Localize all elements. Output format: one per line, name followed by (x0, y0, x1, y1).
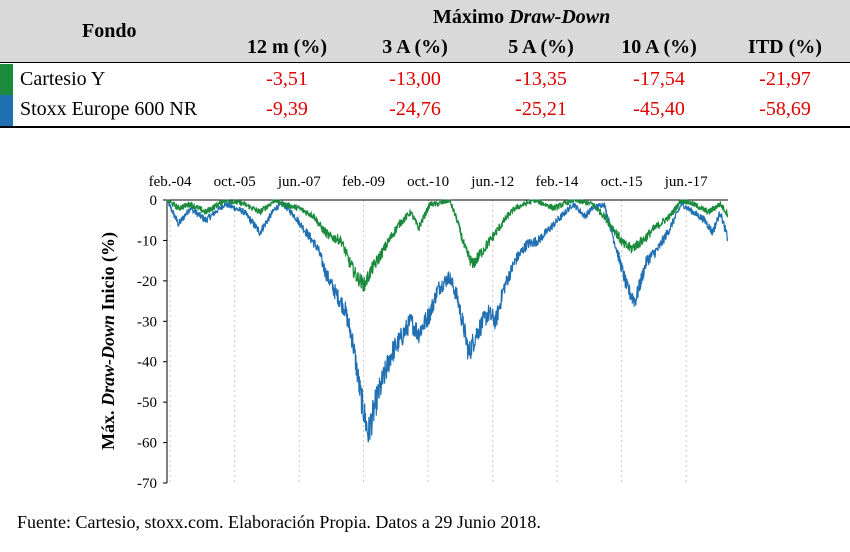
table-header-background (0, 0, 850, 63)
y-tick-label: -50 (137, 395, 157, 411)
series-line-stoxx-europe-600-nr (166, 199, 729, 443)
cartesio-12m: -3,51 (266, 68, 308, 90)
table-bottom-border (0, 126, 850, 128)
fondo-header: Fondo (82, 20, 137, 42)
group-header-prefix: Máximo (433, 6, 510, 28)
cartesio-5a: -13,35 (515, 68, 567, 90)
x-tick-label: feb.-04 (149, 174, 192, 190)
stoxx-10a: -45,40 (633, 98, 685, 120)
y-tick-label: -70 (137, 476, 157, 492)
x-tick-label: feb.-09 (342, 174, 385, 190)
series-lines (166, 199, 729, 443)
y-tick-label: -60 (137, 436, 157, 452)
y-tick-labels: 0 -10 -20 -30 -40 -50 -60 -70 (137, 193, 167, 492)
cartesio-10a: -17,54 (633, 68, 685, 90)
x-tick-label: oct.-05 (214, 174, 256, 190)
column-header-10a: 10 A (%) (621, 36, 697, 58)
y-axis-label: Máx. Draw-Down Inicio (%) (98, 232, 119, 450)
y-tick-label: -10 (137, 233, 157, 249)
group-header: Máximo Draw-Down (433, 6, 610, 29)
x-tick-labels: feb.-04 oct.-05 jun.-07 feb.-09 oct.-10 jun.-… (149, 174, 709, 190)
column-header-itd: ITD (%) (748, 36, 822, 58)
cartesio-itd: -21,97 (759, 68, 811, 90)
column-header-3a: 3 A (%) (382, 36, 448, 58)
cartesio-3a: -13,00 (389, 68, 441, 90)
x-tick-label: feb.-14 (536, 174, 579, 190)
x-tick-label: jun.-12 (470, 174, 514, 190)
axes (166, 199, 728, 483)
stoxx-5a: -25,21 (515, 98, 567, 120)
group-header-emph: Draw-Down (509, 6, 611, 28)
stoxx-12m: -9,39 (266, 98, 308, 120)
source-note: Fuente: Cartesio, stoxx.com. Elaboración… (17, 512, 541, 532)
row-name-cartesio: Cartesio Y (20, 68, 106, 90)
stoxx-3a: -24,76 (389, 98, 441, 120)
x-tick-label: jun.-07 (277, 174, 321, 190)
header-divider (0, 62, 850, 63)
stoxx-color-swatch (0, 95, 13, 126)
column-header-12m: 12 m (%) (247, 36, 327, 58)
column-header-5a: 5 A (%) (508, 36, 574, 58)
series-line-cartesio-y (166, 199, 729, 292)
y-tick-label: -40 (137, 355, 157, 371)
y-tick-label: 0 (150, 193, 158, 209)
draw-down-chart: feb.-04 oct.-05 jun.-07 feb.-09 oct.-10 jun.-… (98, 174, 729, 492)
y-tick-label: -30 (137, 314, 157, 330)
x-tick-label: oct.-15 (601, 174, 643, 190)
cartesio-color-swatch (0, 64, 13, 95)
row-name-stoxx: Stoxx Europe 600 NR (20, 98, 198, 120)
x-tick-label: oct.-10 (407, 174, 449, 190)
grid-lines (169, 200, 687, 483)
y-tick-label: -20 (137, 274, 157, 290)
stoxx-itd: -58,69 (759, 98, 811, 120)
x-tick-label: jun.-17 (664, 174, 708, 190)
